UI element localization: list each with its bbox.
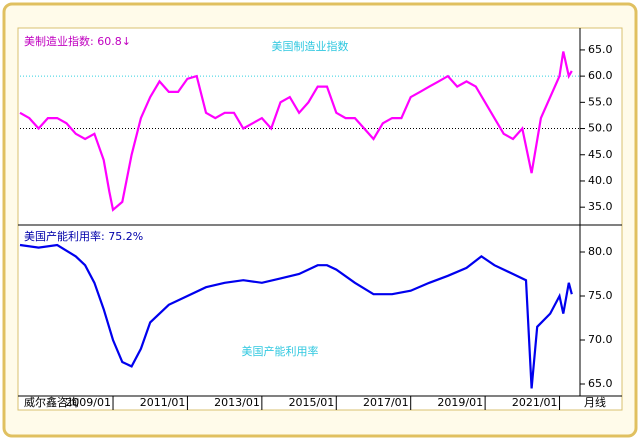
period: 月线	[584, 395, 606, 409]
plot-area	[17, 27, 623, 411]
x-tick-label: 2009/01	[65, 396, 111, 409]
x-tick-label: 2017/01	[363, 396, 409, 409]
x-tick-label: 2015/01	[289, 396, 335, 409]
y-tick-label: 80.0	[588, 245, 613, 258]
source: 威尔鑫咨询	[24, 395, 79, 409]
series-line	[19, 51, 573, 212]
y-tick-label: 70.0	[588, 333, 613, 346]
x-tick-label: 2021/01	[512, 396, 558, 409]
series-line	[19, 243, 573, 389]
y-tick-label: 40.0	[588, 174, 613, 187]
y-tick-label: 35.0	[588, 200, 613, 213]
y-tick-label: 50.0	[588, 122, 613, 135]
chart-title: 美国制造业指数	[272, 39, 349, 53]
y-tick-label: 75.0	[588, 289, 613, 302]
x-tick-label: 2013/01	[214, 396, 260, 409]
y-tick-label: 65.0	[588, 43, 613, 56]
y-tick-label: 55.0	[588, 95, 613, 108]
annotation: 美国产能利用率: 75.2%	[24, 229, 143, 243]
y-tick-label: 45.0	[588, 148, 613, 161]
annotation: 美制造业指数: 60.8↓	[24, 34, 131, 48]
y-tick-label: 60.0	[588, 69, 613, 82]
x-tick-label: 2011/01	[140, 396, 186, 409]
x-tick-label: 2019/01	[437, 396, 483, 409]
chart-title: 美国产能利用率	[242, 344, 319, 358]
y-tick-label: 65.0	[588, 377, 613, 390]
